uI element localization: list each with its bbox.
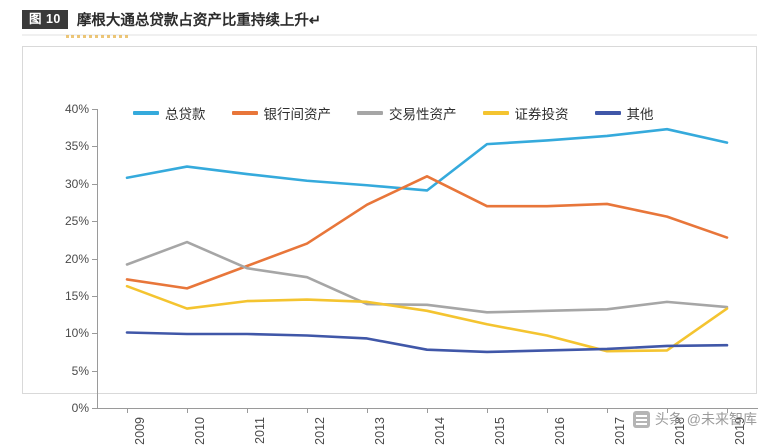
series-line-0 (125, 127, 729, 192)
watermark-label: 头条 @未来智库 (654, 411, 757, 427)
x-tick-mark (427, 408, 428, 413)
y-tick-label: 40% (64, 102, 89, 116)
x-tick-label: 2011 (253, 417, 267, 444)
series-line-3 (125, 284, 729, 353)
x-tick-mark (547, 408, 548, 413)
y-tick-label: 0% (71, 401, 89, 415)
y-tick-mark (92, 408, 97, 409)
legend-item-3[interactable]: 证券投资 (482, 103, 569, 123)
figure-number-badge: 图 10 (22, 9, 68, 29)
series-line-2 (125, 240, 729, 314)
y-tick-mark (92, 221, 97, 223)
x-tick-label: 2010 (193, 417, 207, 445)
legend-item-0[interactable]: 总贷款 (133, 103, 206, 123)
legend-label: 其他 (626, 107, 654, 122)
legend-swatch-icon (357, 111, 383, 115)
x-tick-label: 2009 (133, 417, 147, 445)
legend-label: 证券投资 (514, 107, 569, 122)
x-tick-mark (667, 408, 668, 413)
y-tick-mark (92, 370, 97, 372)
chart-container: 总贷款 银行间资产 交易性资产 证券投资 其他 0% 5% 10% 15% 20% 25% 30% 3… (22, 46, 758, 445)
y-tick-label: 30% (64, 176, 89, 191)
legend-label: 总贷款 (165, 107, 206, 122)
x-tick-mark (307, 408, 308, 413)
y-axis-line (97, 109, 98, 408)
chart-legend: 总贷款 银行间资产 交易性资产 证券投资 其他 (133, 103, 654, 123)
x-tick-mark (367, 408, 368, 413)
title-underline-decoration (66, 30, 128, 38)
x-tick-mark (607, 408, 608, 413)
series-line-1 (125, 174, 729, 290)
y-tick-label: 5% (71, 363, 89, 378)
y-tick-label: 25% (64, 214, 89, 229)
x-tick-label: 2017 (613, 417, 627, 445)
legend-item-4[interactable]: 其他 (594, 103, 654, 123)
y-tick-label: 10% (64, 326, 89, 341)
y-tick-label: 15% (64, 288, 89, 303)
legend-swatch-icon (594, 111, 621, 115)
legend-swatch-icon (482, 111, 509, 115)
y-tick-mark (92, 109, 97, 110)
x-tick-label: 2016 (553, 417, 567, 445)
legend-label: 银行间资产 (263, 107, 332, 122)
title-divider (22, 34, 757, 36)
y-tick-mark (92, 295, 97, 297)
news-app-icon (632, 410, 650, 428)
x-tick-label: 2012 (313, 417, 327, 445)
x-tick-mark (127, 408, 128, 413)
legend-swatch-icon (231, 111, 258, 115)
x-tick-mark (487, 408, 488, 413)
plot-area (97, 109, 757, 408)
y-tick-label: 20% (64, 251, 89, 266)
series-line-4 (125, 331, 729, 354)
y-tick-mark (92, 146, 97, 148)
page-title: 摩根大通总贷款占资产比重持续上升↵ (76, 12, 322, 29)
legend-item-1[interactable]: 银行间资产 (231, 103, 332, 123)
x-tick-mark (187, 408, 188, 413)
legend-swatch-icon (133, 111, 159, 115)
y-tick-label: 35% (64, 139, 89, 154)
x-tick-mark (727, 408, 728, 413)
x-tick-label: 2014 (433, 417, 447, 445)
legend-item-2[interactable]: 交易性资产 (357, 103, 457, 123)
series-lines (125, 127, 729, 354)
y-tick-mark (92, 333, 97, 335)
x-tick-mark (247, 408, 248, 413)
watermark: 头条 @未来智库 (632, 409, 757, 429)
figure-title-row: 图 10 摩根大通总贷款占资产比重持续上升↵ (22, 8, 321, 30)
y-tick-mark (92, 258, 97, 260)
x-tick-label: 2013 (373, 417, 387, 445)
y-tick-mark (92, 183, 97, 185)
x-tick-label: 2015 (493, 417, 507, 445)
legend-label: 交易性资产 (389, 107, 457, 122)
